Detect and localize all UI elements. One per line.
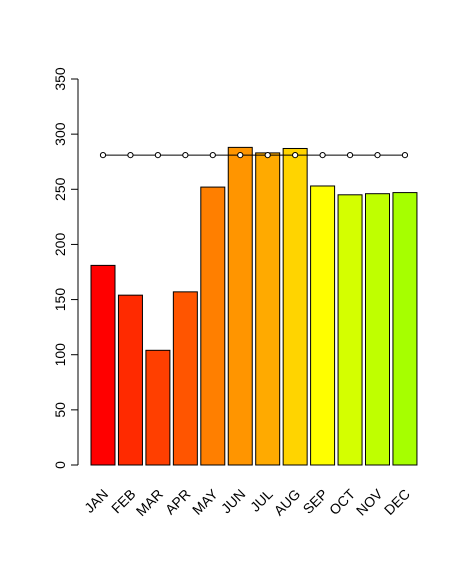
x-tick-label: OCT: [326, 485, 359, 518]
reference-point: [401, 151, 409, 159]
bar-apr: [172, 291, 198, 466]
x-tick-label: SEP: [300, 486, 331, 517]
x-tick-label: JUN: [218, 486, 249, 517]
x-tick-label: MAY: [189, 485, 221, 517]
x-tick-label: AUG: [271, 486, 304, 519]
reference-point: [237, 151, 244, 159]
reference-point: [319, 151, 326, 159]
reference-point: [292, 151, 299, 159]
bar-feb: [117, 294, 143, 466]
x-tick-label: DEC: [381, 486, 413, 518]
y-tick-label: 50: [52, 402, 68, 418]
y-tick-label: 250: [52, 177, 68, 201]
y-axis: 0 50 100 150 200 250 300 350: [52, 67, 79, 469]
y-tick-label: 150: [52, 288, 68, 312]
reference-point: [127, 151, 134, 159]
bar-aug: [282, 147, 308, 466]
bar-oct: [337, 194, 363, 466]
reference-point: [182, 151, 189, 159]
y-tick-label: 300: [52, 122, 68, 146]
bars: [90, 146, 418, 466]
y-tick-label: 0: [52, 461, 68, 469]
x-tick-label: NOV: [353, 485, 386, 518]
bar-jun: [227, 146, 253, 466]
y-tick-label: 350: [52, 67, 68, 91]
y-tick-label: 100: [52, 343, 68, 367]
y-tick-label: 200: [52, 233, 68, 257]
x-tick-label: JAN: [81, 486, 111, 516]
x-tick-label: MAR: [133, 486, 166, 519]
reference-point: [209, 151, 216, 159]
x-tick-label: APR: [162, 486, 194, 518]
bar-nov: [365, 193, 390, 466]
bar-mar: [145, 349, 171, 466]
x-tick-label: JUL: [247, 486, 276, 515]
bar-dec: [392, 192, 418, 466]
bar-jan: [90, 264, 116, 466]
bar-may: [200, 186, 226, 466]
reference-point: [346, 151, 354, 159]
reference-point: [264, 151, 271, 159]
reference-point: [374, 151, 381, 159]
bar-sep: [310, 185, 336, 466]
x-tick-label: FEB: [108, 486, 139, 517]
bar-jul: [255, 152, 281, 466]
reference-point: [99, 151, 107, 159]
reference-point: [154, 151, 161, 159]
reference-line-group: [99, 151, 409, 159]
